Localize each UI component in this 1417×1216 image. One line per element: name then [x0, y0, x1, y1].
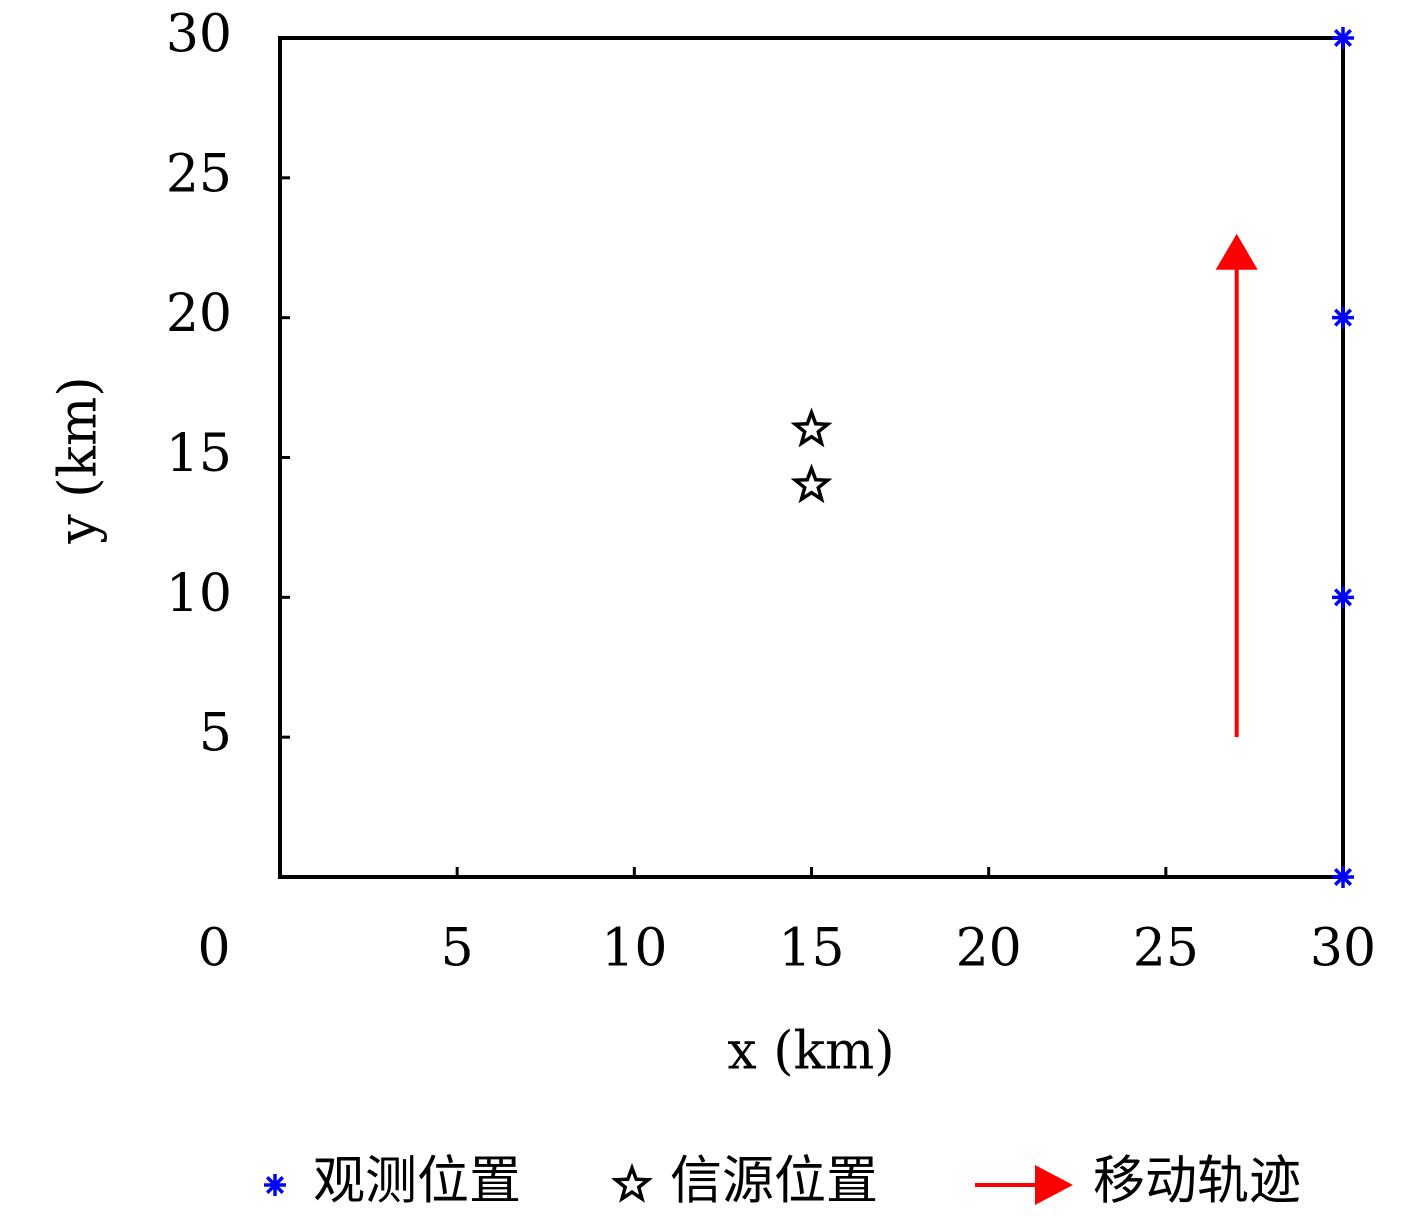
- legend-arrow-head: [1035, 1165, 1073, 1205]
- x-tick-label: 0: [197, 919, 230, 979]
- plot-frame: [278, 36, 1345, 879]
- legend-label: 移动轨迹: [1093, 1152, 1301, 1212]
- x-tick-label: 25: [1133, 919, 1199, 979]
- y-axis-label: y (km): [49, 376, 109, 544]
- y-tick-label: 30: [166, 5, 232, 65]
- observation-point: [1332, 586, 1354, 609]
- source-point: [790, 463, 833, 504]
- x-tick-label: 20: [956, 919, 1022, 979]
- y-tick-label: 20: [166, 284, 232, 344]
- source-point: [790, 407, 833, 448]
- observation-point: [1332, 27, 1354, 49]
- arrow-head: [1215, 233, 1258, 270]
- y-tick-label: 25: [166, 144, 232, 204]
- observation-point: [1332, 306, 1354, 329]
- y-tick-label: 10: [166, 564, 232, 624]
- x-tick-label: 10: [601, 919, 667, 979]
- legend-label: 观测位置: [313, 1152, 521, 1212]
- x-tick-label: 5: [441, 919, 474, 979]
- x-tick-label: 15: [778, 919, 844, 979]
- x-axis-label: x (km): [727, 1022, 894, 1082]
- y-tick-label: 5: [199, 704, 232, 764]
- legend-label: 信源位置: [670, 1152, 878, 1212]
- legend-marker: [264, 1174, 286, 1196]
- y-tick-label: 15: [166, 424, 232, 484]
- x-tick-label: 30: [1310, 919, 1376, 979]
- legend-marker: [611, 1163, 653, 1203]
- observation-point: [1332, 866, 1354, 888]
